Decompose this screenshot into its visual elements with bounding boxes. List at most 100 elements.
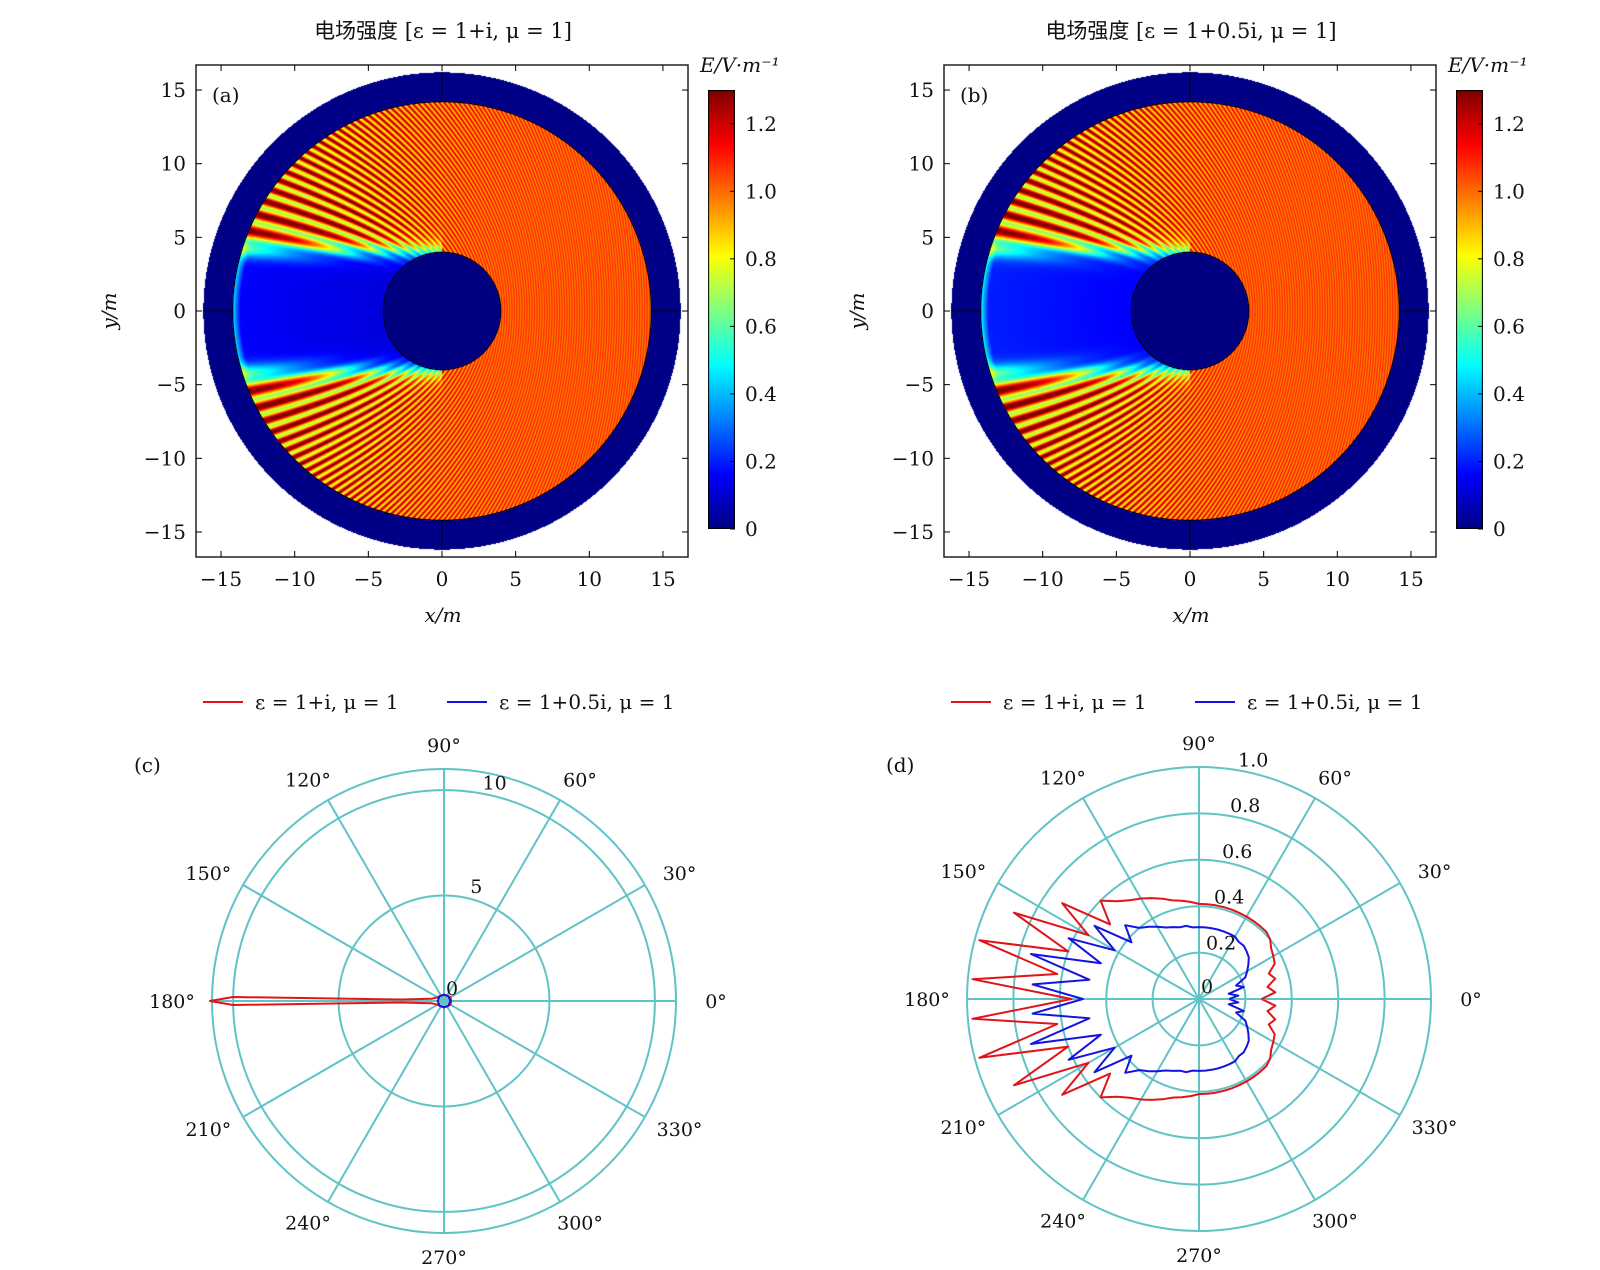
panel-d-series-red bbox=[971, 897, 1277, 1101]
panel-a-colorbar-tick-label: 1.2 bbox=[745, 112, 777, 136]
heatmap-b-field bbox=[944, 65, 1436, 557]
panel-c-angle-label: 210° bbox=[186, 1119, 232, 1141]
panel-c-label: (c) bbox=[134, 753, 161, 777]
panel-d-radial-label: 0.4 bbox=[1214, 887, 1244, 909]
panel-d-grid-spoke bbox=[997, 882, 1200, 1000]
panel-d-angle-label: 60° bbox=[1318, 767, 1352, 789]
panel-a-xlabel: x/m bbox=[425, 603, 462, 627]
panel-a-cylinder-boundary bbox=[382, 251, 502, 371]
panel-d-label: (d) bbox=[886, 753, 914, 777]
panel-d-radial-label: 1.0 bbox=[1238, 750, 1268, 772]
panel-b-xtick-label: −15 bbox=[948, 567, 990, 591]
panel-c-angle-label: 120° bbox=[285, 769, 331, 791]
panel-d-angle-label: 210° bbox=[941, 1117, 987, 1139]
panel-b-colorbar-tick-label: 0 bbox=[1493, 517, 1506, 541]
panel-c-grid-spoke bbox=[327, 799, 445, 1002]
panel-d-series-blue bbox=[1029, 924, 1250, 1074]
panel-c-angle-label: 330° bbox=[657, 1119, 703, 1141]
panel-a-domain-boundary bbox=[232, 101, 652, 521]
panel-a-axes: −15 −10 −5 0 5 10 15 −15 −10 −5 0 5 10 15 0 0.2 0.4 0.6 0.… bbox=[144, 64, 777, 591]
panel-d-radial-label: 0 bbox=[1201, 976, 1213, 998]
panel-a-colorbar-tick-label: 0 bbox=[745, 517, 758, 541]
panel-a-xtick-label: −10 bbox=[274, 567, 316, 591]
panel-d-grid-spoke bbox=[1198, 998, 1401, 1116]
panel-b-xtick-label: 10 bbox=[1325, 567, 1350, 591]
panel-b-colorbar-label: E/V·m⁻¹ bbox=[1447, 53, 1528, 77]
panel-d-angle-label: 150° bbox=[941, 861, 987, 883]
heatmap-a-field bbox=[196, 65, 688, 557]
panel-c-angle-label: 270° bbox=[421, 1247, 467, 1269]
panel-a-ytick-label: 10 bbox=[161, 152, 186, 176]
panel-b-colorbar-tick-label: 0.8 bbox=[1493, 247, 1525, 271]
panel-b-ytick-label: −10 bbox=[892, 446, 934, 470]
panel-a-colorbar-tick-label: 1.0 bbox=[745, 179, 777, 203]
panel-b-ytick-label: 0 bbox=[921, 299, 934, 323]
panel-d-grid-spoke bbox=[997, 998, 1200, 1116]
panel-b-cylinder-boundary bbox=[1130, 251, 1250, 371]
panel-c-grid-spoke bbox=[443, 884, 646, 1002]
colorbar-b bbox=[1456, 90, 1483, 529]
panel-a-ytick-label: −10 bbox=[144, 446, 186, 470]
panel-c-polar: 0° 30° 60° 90° 120° 150° 180° 210° 240° 270° 300° 3… bbox=[149, 735, 727, 1269]
panel-a-xtick-label: −15 bbox=[200, 567, 242, 591]
panel-b-label: (b) bbox=[960, 83, 988, 107]
panel-d-radial-label: 0.6 bbox=[1222, 841, 1252, 863]
panel-b-colorbar-tick-label: 0.6 bbox=[1493, 314, 1525, 338]
panel-b-xtick-label: 0 bbox=[1184, 567, 1197, 591]
panel-a-xtick-label: 0 bbox=[436, 567, 449, 591]
panel-d-angle-label: 120° bbox=[1040, 767, 1086, 789]
panel-d-grid-spoke bbox=[1198, 882, 1401, 1000]
panel-b-colorbar-tick-label: 1.2 bbox=[1493, 112, 1525, 136]
panel-b-ytick-label: −15 bbox=[892, 520, 934, 544]
legend-d-red-label: ε = 1+i, μ = 1 bbox=[1003, 690, 1147, 714]
colorbar-a bbox=[708, 90, 735, 529]
panel-a-ylabel: y/m bbox=[97, 292, 121, 330]
panel-d-angle-label: 30° bbox=[1418, 861, 1452, 883]
panel-b-xtick-label: 5 bbox=[1257, 567, 1270, 591]
panel-d-grid-spoke bbox=[1198, 797, 1316, 1000]
panel-c-series-blue bbox=[436, 993, 452, 1009]
panel-c-grid-spoke bbox=[443, 1000, 561, 1203]
panel-d-angle-label: 300° bbox=[1312, 1211, 1358, 1233]
panel-d-angle-label: 0° bbox=[1460, 989, 1482, 1011]
legend-d: ε = 1+i, μ = 1 ε = 1+0.5i, μ = 1 bbox=[951, 690, 1422, 714]
panel-a-title: 电场强度 [ε = 1+i, μ = 1] bbox=[314, 19, 572, 43]
panel-a-xtick-label: 15 bbox=[650, 567, 675, 591]
panel-b-ylabel: y/m bbox=[845, 292, 869, 330]
panel-c-angle-label: 90° bbox=[427, 735, 461, 757]
panel-a-ytick-label: −15 bbox=[144, 520, 186, 544]
panel-d-angle-label: 270° bbox=[1176, 1245, 1222, 1267]
panel-a-ytick-label: 5 bbox=[173, 225, 186, 249]
panel-b-xtick-label: 15 bbox=[1398, 567, 1423, 591]
panel-a-colorbar-tick-label: 0.4 bbox=[745, 382, 777, 406]
panel-a-plot-frame bbox=[195, 64, 689, 558]
panel-c-grid-spoke bbox=[242, 884, 445, 1002]
panel-a-colorbar-label: E/V·m⁻¹ bbox=[699, 53, 780, 77]
panel-d-angle-label: 240° bbox=[1040, 1211, 1086, 1233]
panel-c-grid-spoke bbox=[443, 799, 561, 1002]
panel-c-angle-label: 30° bbox=[663, 863, 697, 885]
panel-d-polar: 0° 30° 60° 90° 120° 150° 180° 210° 240° 270° 300° 3… bbox=[904, 733, 1482, 1267]
panel-b-xlabel: x/m bbox=[1173, 603, 1210, 627]
panel-c-grid-spoke bbox=[443, 1000, 646, 1118]
panel-b-domain-boundary bbox=[980, 101, 1400, 521]
panel-d-angle-label: 90° bbox=[1182, 733, 1216, 755]
panel-b-colorbar-tick-label: 0.2 bbox=[1493, 449, 1525, 473]
panel-a-xtick-label: 5 bbox=[509, 567, 522, 591]
panel-c-angle-label: 300° bbox=[557, 1213, 603, 1235]
panel-a-ytick-label: 0 bbox=[173, 299, 186, 323]
panel-b-plot-frame bbox=[943, 64, 1437, 558]
panel-b-colorbar-tick-label: 0.4 bbox=[1493, 382, 1525, 406]
panel-c-radial-label: 10 bbox=[483, 772, 507, 794]
panel-a-label: (a) bbox=[212, 83, 240, 107]
panel-b-ytick-label: 5 bbox=[921, 225, 934, 249]
panel-a-colorbar-tick-label: 0.6 bbox=[745, 314, 777, 338]
panel-c-angle-label: 60° bbox=[563, 769, 597, 791]
panel-c-angle-label: 180° bbox=[149, 991, 195, 1013]
panel-b-ytick-label: 10 bbox=[909, 152, 934, 176]
panel-d-radial-label: 0.2 bbox=[1206, 932, 1236, 954]
panel-b-axes: −15 −10 −5 0 5 10 15 −15 −10 −5 0 5 10 15 0 0.2 0.4 0.6 0.… bbox=[892, 64, 1525, 591]
panel-d-angle-label: 330° bbox=[1412, 1117, 1458, 1139]
panel-b-ytick-label: −5 bbox=[905, 373, 934, 397]
